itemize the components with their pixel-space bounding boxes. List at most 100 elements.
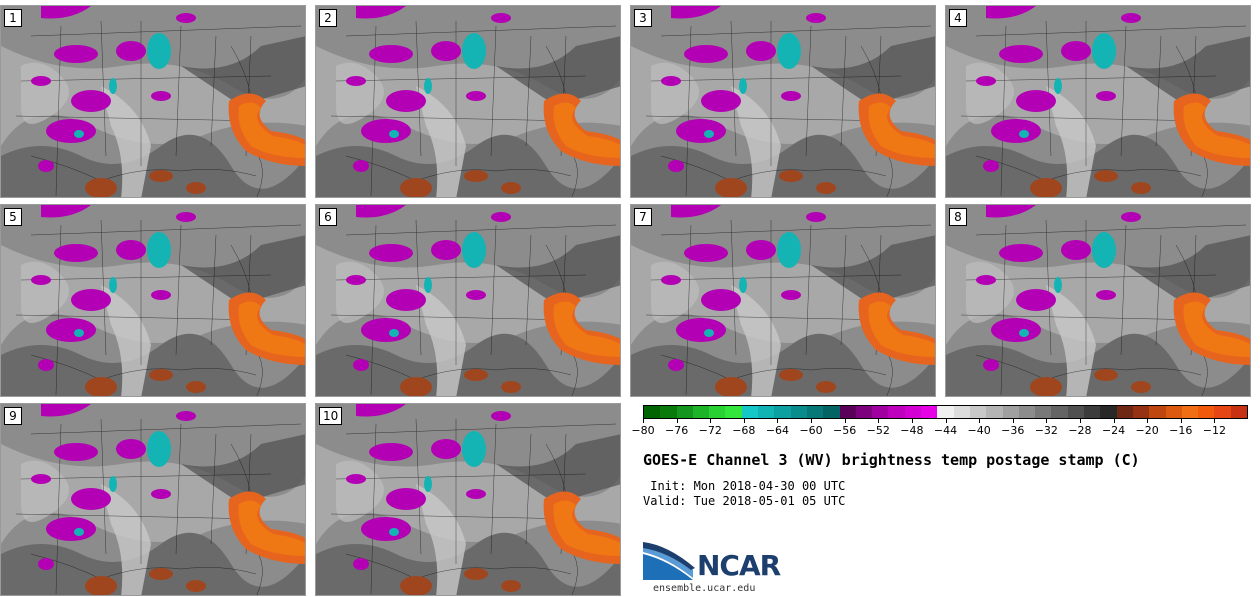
colorbar-segment <box>725 406 742 418</box>
colorbar-tick-mark <box>1147 419 1149 423</box>
colorbar-segment <box>660 406 677 418</box>
member-number: 10 <box>319 407 343 425</box>
colorbar-segment <box>1149 406 1166 418</box>
water-vapor-map <box>946 6 1250 197</box>
ensemble-member-panel-6: 6 <box>315 204 621 397</box>
colorbar-tick-mark <box>743 419 745 423</box>
colorbar-tick-label: −20 <box>1135 424 1159 437</box>
member-number: 8 <box>949 208 967 226</box>
colorbar-tick-label: −64 <box>765 424 790 437</box>
logo-url: ensemble.ucar.edu <box>653 583 756 594</box>
colorbar-segment <box>1067 406 1085 418</box>
colorbar-segment <box>953 406 970 418</box>
colorbar-segment <box>676 406 693 418</box>
water-vapor-map <box>946 205 1250 396</box>
ensemble-member-panel-5: 5 <box>0 204 306 397</box>
colorbar-segment <box>1002 406 1019 418</box>
colorbar-segment <box>1198 406 1215 418</box>
water-vapor-map <box>316 205 620 396</box>
member-number: 1 <box>4 9 22 27</box>
colorbar-segment <box>937 406 954 418</box>
colorbar-segment <box>1084 406 1101 418</box>
colorbar-tick-mark <box>979 419 981 423</box>
member-number: 7 <box>634 208 652 226</box>
water-vapor-map <box>631 6 935 197</box>
colorbar-segment <box>1116 406 1133 418</box>
colorbar-tick-label: −28 <box>1068 424 1092 437</box>
colorbar-segment <box>839 406 856 418</box>
water-vapor-map <box>316 404 620 595</box>
member-number: 6 <box>319 208 337 226</box>
colorbar-tick-mark <box>643 419 644 423</box>
water-vapor-map <box>1 205 305 396</box>
colorbar-tick-mark <box>1079 419 1081 423</box>
colorbar-segment <box>1214 406 1231 418</box>
colorbar-tick-label: −36 <box>1001 424 1025 437</box>
colorbar-tick-label: −32 <box>1034 424 1058 437</box>
colorbar-tick-mark <box>844 419 846 423</box>
colorbar-tick-mark <box>1214 419 1216 423</box>
member-number: 4 <box>949 9 967 27</box>
ensemble-member-panel-3: 3 <box>630 5 936 198</box>
colorbar-tick-mark <box>911 419 913 423</box>
colorbar-tick-label: −24 <box>1101 424 1126 437</box>
colorbar-segment <box>1035 406 1052 418</box>
colorbar-tick-mark <box>1180 419 1182 423</box>
colorbar-segment <box>823 406 840 418</box>
init-time: Init: Mon 2018-04-30 00 UTC <box>643 479 846 493</box>
water-vapor-map <box>1 6 305 197</box>
colorbar-segment <box>1132 406 1150 418</box>
member-number: 5 <box>4 208 22 226</box>
colorbar-tick-mark <box>811 419 813 423</box>
colorbar-tick-label: −80 <box>631 424 655 437</box>
colorbar-segment <box>790 406 807 418</box>
ensemble-member-panel-8: 8 <box>945 204 1251 397</box>
colorbar-segment <box>709 406 726 418</box>
colorbar-segment <box>969 406 987 418</box>
colorbar-segment <box>888 406 905 418</box>
colorbar-ticks: −80 −76 −72 −68 −64 −60 −56 −52 −48 −44 −40 −36 −32−… <box>631 419 1248 443</box>
water-vapor-map <box>631 205 935 396</box>
colorbar-segment <box>904 406 922 418</box>
ncar-logo-icon <box>643 542 695 580</box>
colorbar-tick-mark <box>1046 419 1048 423</box>
colorbar-segment <box>986 406 1003 418</box>
colorbar-tick-mark <box>1113 419 1115 423</box>
colorbar-segment <box>741 406 759 418</box>
colorbar-segment <box>1181 406 1199 418</box>
colorbar <box>643 405 1248 419</box>
valid-time: Valid: Tue 2018-05-01 05 UTC <box>643 494 846 508</box>
colorbar-tick-label: −12 <box>1202 424 1226 437</box>
colorbar-tick-label: −48 <box>900 424 924 437</box>
figure-title: GOES-E Channel 3 (WV) brightness temp po… <box>643 451 1140 469</box>
colorbar-segment <box>692 406 710 418</box>
colorbar-segment <box>1230 406 1247 418</box>
colorbar-segment <box>758 406 775 418</box>
colorbar-segment <box>774 406 791 418</box>
ensemble-member-panel-9: 9 <box>0 403 306 596</box>
colorbar-segment <box>1165 406 1182 418</box>
colorbar-tick-label: −76 <box>665 424 689 437</box>
ensemble-member-panel-1: 1 <box>0 5 306 198</box>
colorbar-segment <box>806 406 824 418</box>
colorbar-tick-mark <box>676 419 678 423</box>
colorbar-segment <box>644 406 661 418</box>
colorbar-tick-label: −68 <box>732 424 756 437</box>
colorbar-segment <box>921 406 938 418</box>
colorbar-tick-label: −56 <box>833 424 857 437</box>
colorbar-tick-label: −60 <box>799 424 823 437</box>
water-vapor-map <box>1 404 305 595</box>
colorbar-tick-mark <box>945 419 947 423</box>
colorbar-segment <box>1100 406 1117 418</box>
water-vapor-map <box>316 6 620 197</box>
member-number: 9 <box>4 407 22 425</box>
colorbar-tick-mark <box>777 419 779 423</box>
colorbar-tick-mark <box>1012 419 1014 423</box>
colorbar-segment <box>1051 406 1068 418</box>
colorbar-tick-label: −44 <box>933 424 958 437</box>
ensemble-member-panel-10: 10 <box>315 403 621 596</box>
colorbar-segment <box>1018 406 1036 418</box>
logo-text: NCAR <box>697 549 781 582</box>
colorbar-tick-label: −16 <box>1169 424 1193 437</box>
member-number: 3 <box>634 9 652 27</box>
